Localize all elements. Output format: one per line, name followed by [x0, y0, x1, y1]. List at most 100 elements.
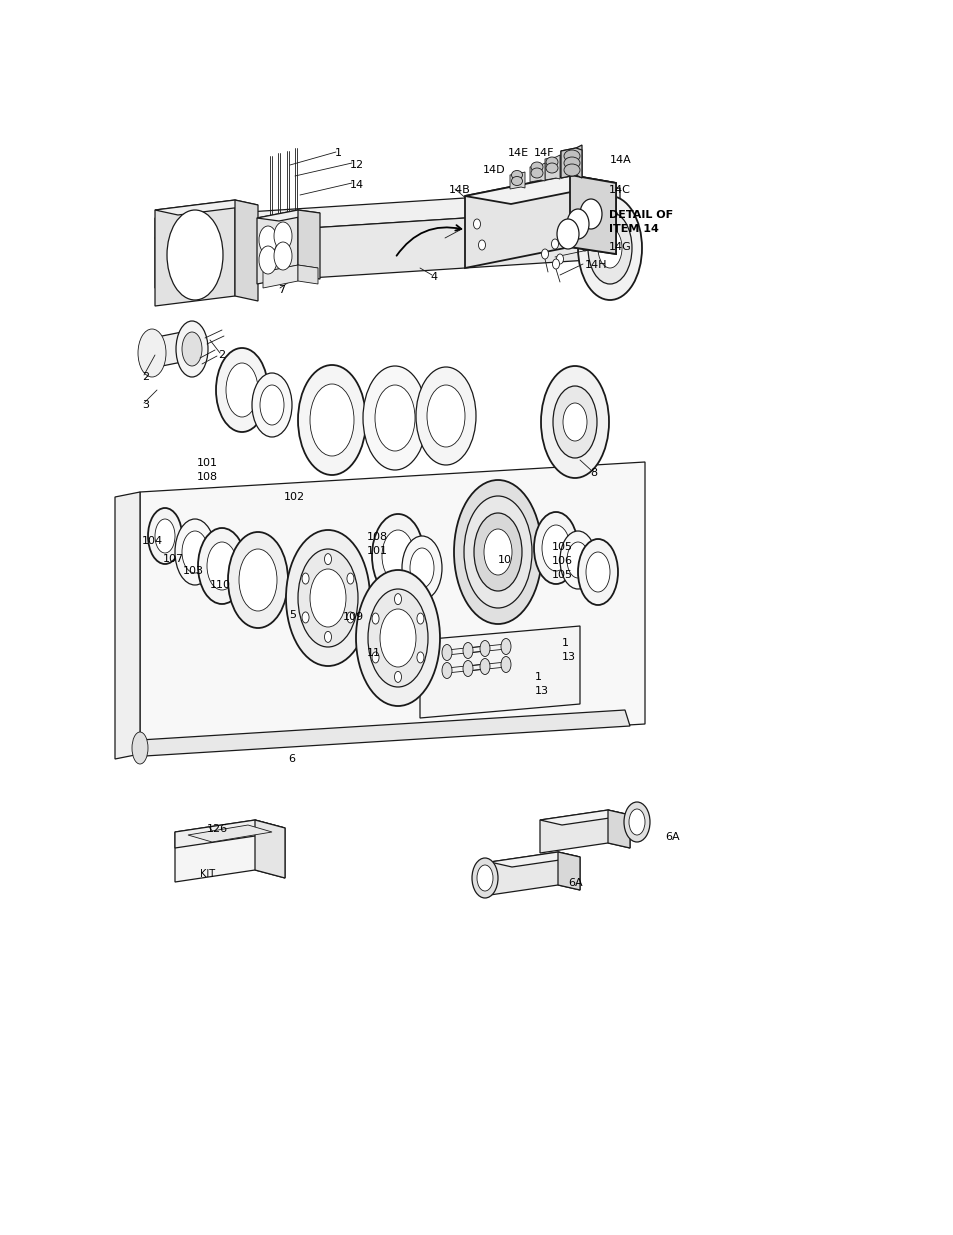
Polygon shape [174, 820, 285, 848]
Text: 102: 102 [284, 492, 305, 501]
Polygon shape [297, 266, 317, 284]
Text: 8: 8 [589, 468, 597, 478]
Ellipse shape [581, 241, 588, 251]
Ellipse shape [562, 403, 586, 441]
Ellipse shape [462, 642, 473, 658]
Ellipse shape [274, 242, 292, 270]
Text: 108: 108 [196, 472, 218, 482]
Ellipse shape [559, 531, 596, 589]
Text: 6A: 6A [567, 878, 582, 888]
Ellipse shape [372, 652, 378, 663]
Polygon shape [140, 710, 629, 756]
Text: 13: 13 [561, 652, 576, 662]
Ellipse shape [416, 652, 423, 663]
Polygon shape [490, 852, 579, 895]
Ellipse shape [545, 163, 558, 173]
Ellipse shape [379, 609, 416, 667]
Text: 14G: 14G [608, 242, 631, 252]
Polygon shape [569, 175, 616, 254]
Polygon shape [558, 852, 579, 890]
Ellipse shape [500, 638, 511, 655]
Text: 103: 103 [183, 566, 204, 576]
Text: 1: 1 [561, 638, 568, 648]
Text: 105: 105 [552, 542, 573, 552]
Ellipse shape [541, 525, 569, 571]
Polygon shape [560, 144, 581, 178]
Ellipse shape [198, 529, 246, 604]
Text: 1: 1 [335, 148, 341, 158]
Ellipse shape [511, 170, 522, 179]
Ellipse shape [441, 662, 452, 678]
Ellipse shape [258, 246, 276, 274]
Ellipse shape [545, 157, 558, 167]
Ellipse shape [258, 226, 276, 254]
Text: 1: 1 [535, 672, 541, 682]
Text: 2: 2 [218, 350, 225, 359]
Text: 126: 126 [207, 824, 228, 834]
Ellipse shape [363, 366, 427, 471]
Polygon shape [263, 266, 297, 288]
Text: DETAIL OF: DETAIL OF [608, 210, 673, 220]
Polygon shape [234, 200, 257, 301]
Ellipse shape [551, 240, 558, 249]
Text: 108: 108 [367, 532, 388, 542]
Ellipse shape [375, 385, 415, 451]
Text: 2: 2 [142, 372, 149, 382]
Text: 110: 110 [210, 580, 231, 590]
Ellipse shape [578, 538, 618, 605]
Ellipse shape [174, 519, 214, 585]
Ellipse shape [623, 802, 649, 842]
Text: 12: 12 [350, 161, 364, 170]
Ellipse shape [500, 657, 511, 673]
Text: 14B: 14B [449, 185, 470, 195]
Ellipse shape [478, 240, 485, 249]
Text: 101: 101 [196, 458, 218, 468]
Ellipse shape [511, 177, 522, 185]
Ellipse shape [372, 514, 423, 598]
Ellipse shape [579, 199, 601, 228]
Ellipse shape [454, 480, 541, 624]
Polygon shape [490, 852, 579, 867]
Ellipse shape [310, 384, 354, 456]
Ellipse shape [531, 168, 542, 178]
Ellipse shape [578, 196, 641, 300]
Text: 14A: 14A [609, 156, 631, 165]
Ellipse shape [347, 611, 354, 622]
Polygon shape [154, 200, 234, 306]
Ellipse shape [563, 164, 579, 177]
Text: 14D: 14D [482, 165, 505, 175]
Ellipse shape [473, 219, 480, 228]
Ellipse shape [427, 385, 464, 447]
Ellipse shape [297, 366, 366, 475]
Ellipse shape [483, 529, 512, 576]
Ellipse shape [132, 732, 148, 764]
Text: 106: 106 [552, 556, 573, 566]
Text: 105: 105 [552, 571, 573, 580]
Ellipse shape [441, 645, 452, 661]
Ellipse shape [540, 366, 608, 478]
Ellipse shape [226, 363, 257, 417]
Ellipse shape [556, 254, 563, 264]
Text: KIT: KIT [200, 869, 215, 879]
Ellipse shape [474, 513, 521, 592]
Ellipse shape [541, 249, 548, 259]
Ellipse shape [207, 542, 236, 590]
Ellipse shape [368, 589, 428, 687]
Polygon shape [115, 492, 140, 760]
Ellipse shape [479, 658, 490, 674]
Text: 7: 7 [277, 285, 285, 295]
Polygon shape [188, 825, 272, 842]
Ellipse shape [416, 613, 423, 624]
Text: 5: 5 [289, 610, 295, 620]
Text: 101: 101 [367, 546, 388, 556]
Polygon shape [256, 210, 297, 284]
Ellipse shape [598, 228, 621, 268]
Ellipse shape [462, 661, 473, 677]
Polygon shape [419, 626, 579, 718]
Ellipse shape [553, 387, 597, 458]
Ellipse shape [585, 552, 609, 592]
Ellipse shape [628, 809, 644, 835]
Ellipse shape [167, 210, 223, 300]
Text: 6: 6 [288, 755, 294, 764]
Ellipse shape [372, 613, 378, 624]
